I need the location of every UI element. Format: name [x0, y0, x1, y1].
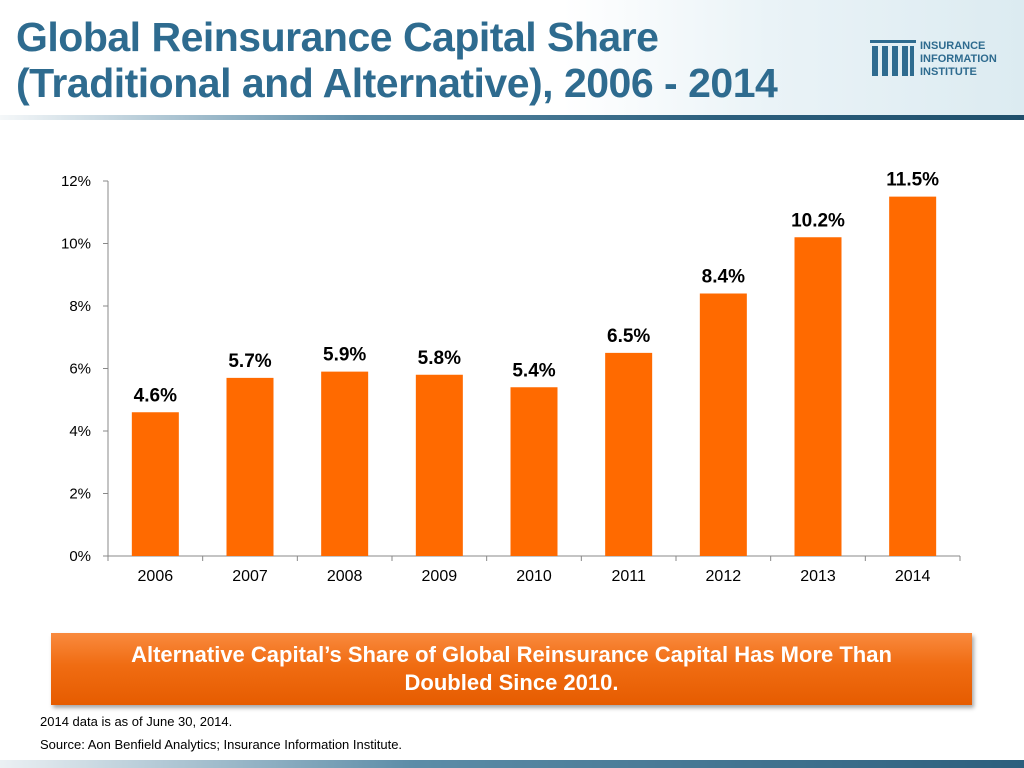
- logo-text: INSURANCE INFORMATION INSTITUTE: [920, 40, 997, 79]
- data-label: 8.4%: [702, 267, 745, 288]
- logo-line-2: INFORMATION: [920, 53, 997, 65]
- bar: [321, 371, 369, 556]
- y-tick-label: 10%: [61, 236, 91, 253]
- footer-rule: [0, 760, 1024, 768]
- x-tick-label: 2006: [138, 568, 174, 585]
- page-title: Global Reinsurance Capital Share (Tradit…: [16, 14, 778, 106]
- data-note: 2014 data is as of June 30, 2014.: [40, 714, 233, 729]
- x-tick-label: 2011: [611, 568, 646, 585]
- x-tick-label: 2008: [327, 568, 363, 585]
- y-tick-label: 4%: [69, 423, 91, 440]
- bar: [131, 412, 179, 556]
- logo-line-3: INSTITUTE: [920, 66, 977, 78]
- y-tick-label: 6%: [69, 361, 91, 378]
- data-label: 4.6%: [134, 385, 177, 406]
- bar: [794, 237, 842, 556]
- bar: [605, 352, 653, 556]
- x-tick-label: 2009: [422, 568, 458, 585]
- callout-box: Alternative Capital’s Share of Global Re…: [51, 633, 972, 705]
- y-tick-label: 12%: [61, 173, 91, 190]
- bar: [889, 196, 937, 556]
- bar: [226, 377, 274, 556]
- data-label: 5.8%: [418, 348, 461, 369]
- y-tick-label: 2%: [69, 486, 91, 503]
- title-line-1: Global Reinsurance Capital Share: [16, 14, 659, 60]
- callout-line-1: Alternative Capital’s Share of Global Re…: [131, 642, 892, 667]
- callout-line-2: Doubled Since 2010.: [404, 670, 619, 695]
- data-label: 10.2%: [791, 210, 845, 231]
- logo-line-1: INSURANCE: [920, 40, 986, 52]
- iii-logo: INSURANCE INFORMATION INSTITUTE: [870, 38, 1020, 82]
- title-line-2: (Traditional and Alternative), 2006 - 20…: [16, 60, 778, 106]
- x-tick-label: 2010: [516, 568, 552, 585]
- source-note: Source: Aon Benfield Analytics; Insuranc…: [40, 737, 403, 752]
- data-label: 11.5%: [886, 170, 939, 191]
- y-tick-label: 8%: [69, 298, 91, 315]
- y-tick-label: 0%: [69, 548, 91, 565]
- data-label: 5.9%: [323, 345, 366, 366]
- data-label: 5.4%: [512, 360, 555, 381]
- bar-chart: 0% 2% 4% 6% 8% 10% 12% 4.6% 2006 5.7% 2007 5.9% 2008…: [61, 170, 961, 585]
- data-label: 6.5%: [607, 326, 650, 347]
- header-rule: [0, 115, 1024, 120]
- x-tick-label: 2012: [706, 568, 742, 585]
- x-tick-label: 2013: [800, 568, 836, 585]
- iii-logo-icon: [870, 40, 916, 76]
- header-band: [0, 0, 1024, 118]
- x-tick-label: 2014: [895, 568, 931, 585]
- x-tick-label: 2007: [232, 568, 268, 585]
- bar: [510, 387, 558, 556]
- data-label: 5.7%: [228, 351, 271, 372]
- bar: [699, 293, 747, 556]
- bar: [415, 374, 463, 556]
